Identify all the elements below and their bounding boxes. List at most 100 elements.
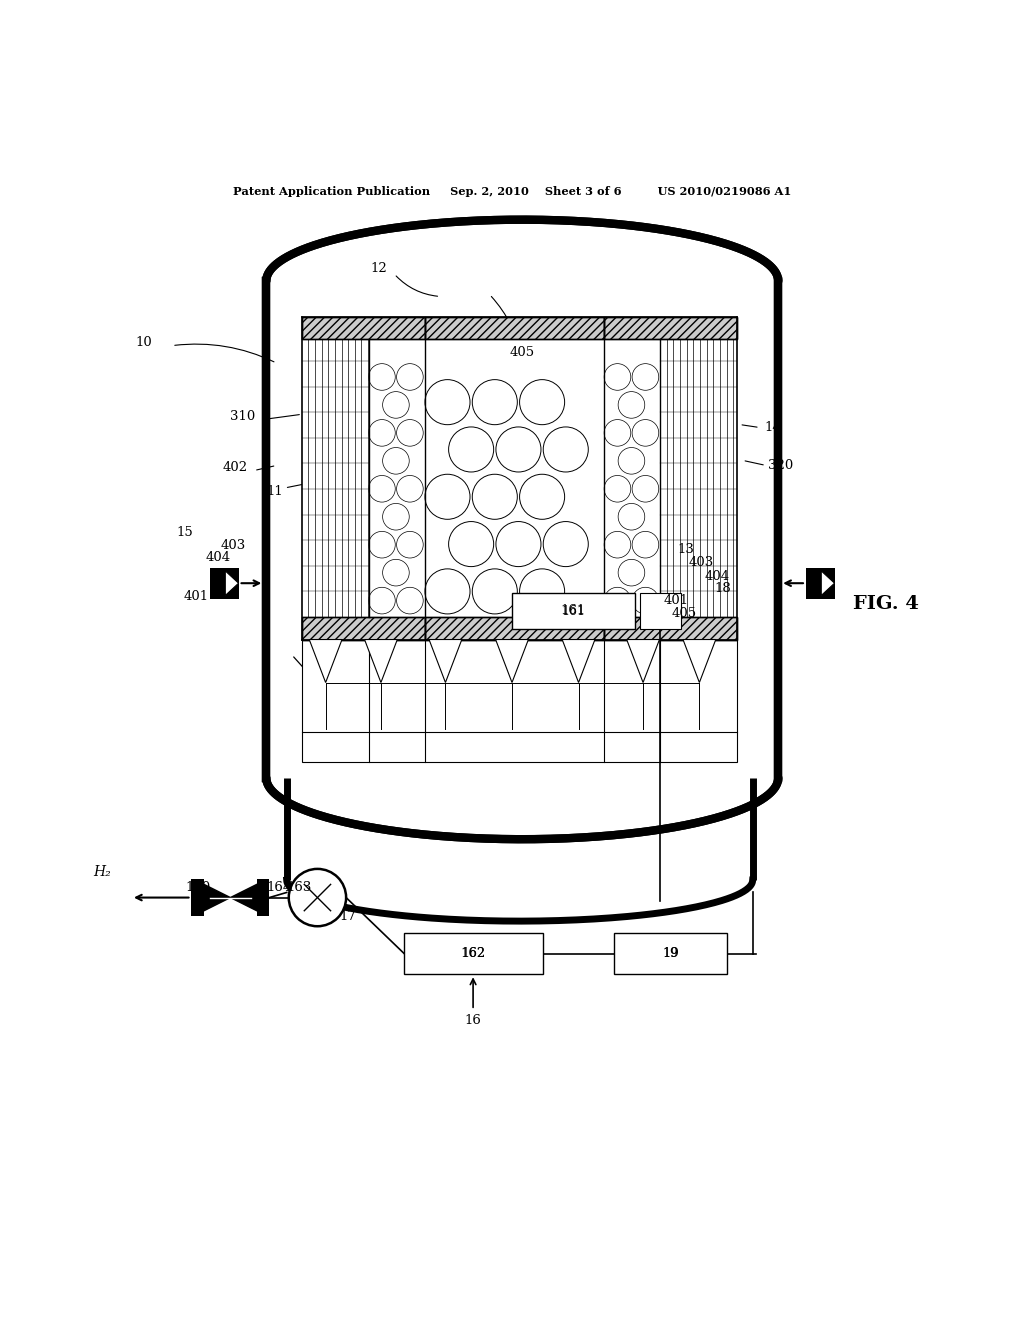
- Bar: [604, 317, 737, 339]
- Bar: [614, 933, 727, 974]
- Bar: [512, 594, 635, 630]
- Text: 17: 17: [340, 909, 356, 923]
- Text: 310: 310: [230, 409, 255, 422]
- Circle shape: [472, 474, 517, 519]
- Circle shape: [618, 447, 645, 474]
- Circle shape: [383, 560, 410, 586]
- Polygon shape: [200, 882, 230, 913]
- Circle shape: [289, 869, 346, 927]
- Circle shape: [632, 475, 658, 502]
- Circle shape: [396, 587, 423, 614]
- Circle shape: [543, 521, 588, 566]
- Circle shape: [383, 447, 410, 474]
- Bar: [302, 616, 425, 639]
- Text: H₂: H₂: [93, 865, 112, 879]
- Bar: [302, 616, 425, 639]
- Text: 402: 402: [223, 461, 248, 474]
- Text: 401: 401: [184, 590, 209, 603]
- Circle shape: [543, 426, 588, 473]
- Polygon shape: [365, 639, 397, 682]
- Circle shape: [396, 420, 423, 446]
- Text: 162: 162: [461, 948, 485, 961]
- Text: 401: 401: [664, 594, 688, 607]
- Bar: [425, 616, 604, 639]
- Text: 163: 163: [287, 880, 311, 894]
- Text: 164: 164: [267, 880, 292, 894]
- Circle shape: [369, 587, 395, 614]
- Circle shape: [383, 503, 410, 531]
- Text: 16: 16: [465, 1014, 481, 1027]
- Circle shape: [519, 569, 564, 614]
- Text: 403: 403: [689, 556, 714, 569]
- Bar: [604, 317, 737, 339]
- Bar: [425, 317, 604, 339]
- Circle shape: [396, 532, 423, 558]
- Circle shape: [604, 363, 631, 391]
- Circle shape: [618, 392, 645, 418]
- Bar: [425, 616, 604, 639]
- Text: 405: 405: [510, 346, 535, 359]
- Circle shape: [632, 587, 658, 614]
- Polygon shape: [821, 572, 835, 595]
- Bar: [302, 616, 425, 639]
- Bar: [425, 317, 604, 339]
- Text: Patent Application Publication     Sep. 2, 2010    Sheet 3 of 6         US 2010/: Patent Application Publication Sep. 2, 2…: [232, 186, 792, 197]
- Circle shape: [618, 560, 645, 586]
- Bar: [302, 639, 737, 763]
- Bar: [604, 616, 737, 639]
- Polygon shape: [627, 639, 659, 682]
- Circle shape: [369, 363, 395, 391]
- Circle shape: [496, 521, 541, 566]
- Circle shape: [472, 569, 517, 614]
- Text: 12: 12: [371, 263, 387, 276]
- Text: 404: 404: [705, 569, 729, 582]
- Text: 19: 19: [663, 948, 679, 961]
- Circle shape: [519, 474, 564, 519]
- Bar: [302, 317, 425, 339]
- Polygon shape: [309, 639, 342, 682]
- Text: 19: 19: [663, 948, 679, 961]
- Circle shape: [369, 475, 395, 502]
- Text: 161: 161: [561, 605, 586, 618]
- Circle shape: [449, 426, 494, 473]
- Text: 162: 162: [462, 948, 485, 961]
- Bar: [806, 568, 835, 598]
- Circle shape: [496, 426, 541, 473]
- Circle shape: [425, 569, 470, 614]
- Text: 13: 13: [678, 543, 694, 556]
- Polygon shape: [683, 639, 716, 682]
- Bar: [404, 933, 543, 974]
- Bar: [302, 317, 425, 339]
- Circle shape: [449, 521, 494, 566]
- Bar: [302, 339, 737, 616]
- Bar: [257, 879, 269, 916]
- Circle shape: [632, 420, 658, 446]
- Circle shape: [632, 363, 658, 391]
- Text: 130: 130: [185, 880, 210, 894]
- Circle shape: [369, 420, 395, 446]
- Bar: [210, 568, 239, 598]
- Bar: [302, 317, 425, 339]
- Circle shape: [632, 532, 658, 558]
- Text: 320: 320: [768, 459, 793, 473]
- Circle shape: [383, 392, 410, 418]
- Text: 11: 11: [266, 484, 283, 498]
- Circle shape: [604, 420, 631, 446]
- Circle shape: [369, 532, 395, 558]
- Text: 403: 403: [221, 539, 246, 552]
- Circle shape: [519, 380, 564, 425]
- Circle shape: [618, 503, 645, 531]
- Text: 161: 161: [561, 605, 586, 618]
- Text: 10: 10: [135, 337, 152, 348]
- Circle shape: [604, 475, 631, 502]
- Circle shape: [472, 380, 517, 425]
- Polygon shape: [496, 639, 528, 682]
- Text: 15: 15: [176, 525, 193, 539]
- Circle shape: [425, 474, 470, 519]
- Bar: [604, 616, 737, 639]
- Text: 14: 14: [765, 421, 781, 434]
- Bar: [425, 616, 604, 639]
- Bar: [640, 594, 681, 630]
- Polygon shape: [230, 882, 261, 913]
- Circle shape: [604, 587, 631, 614]
